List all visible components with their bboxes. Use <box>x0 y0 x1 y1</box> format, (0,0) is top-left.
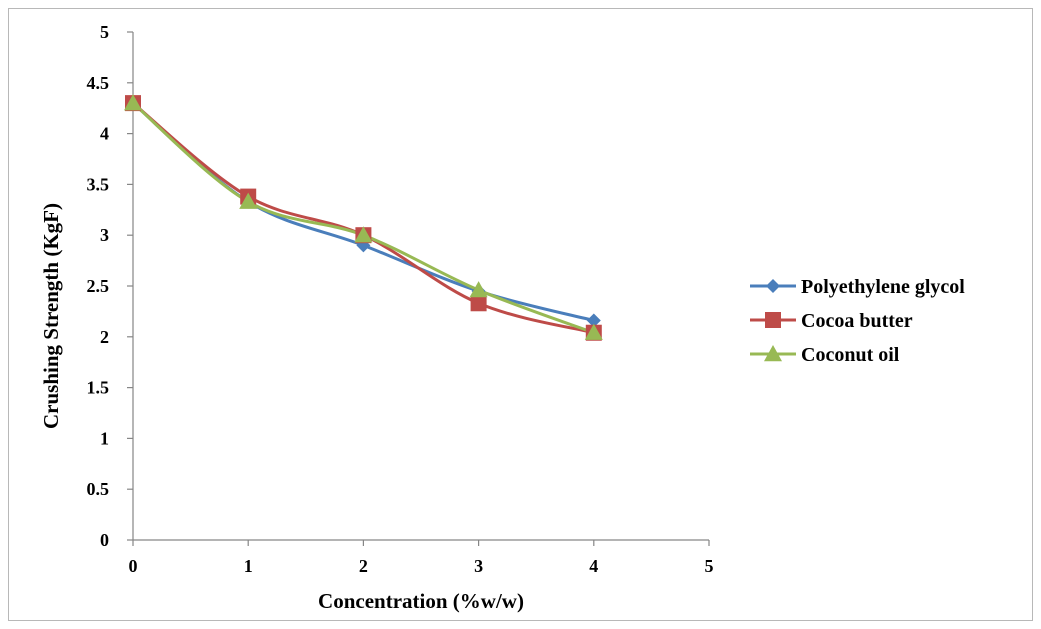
y-axis-title: Crushing Strength (KgF) <box>39 203 63 429</box>
series-markers <box>124 94 603 341</box>
legend-marker-cocoa-butter <box>765 312 781 328</box>
series-line-cocoa-butter <box>132 101 595 335</box>
data-point-coconut-oil <box>469 281 488 298</box>
data-point-coconut-oil <box>354 226 373 243</box>
y-tick-label: 4 <box>100 124 109 144</box>
x-tick-label: 2 <box>359 556 368 576</box>
data-point-cocoa-butter <box>470 295 487 312</box>
series-lines <box>132 101 595 335</box>
legend-label-polyethylene-glycol: Polyethylene glycol <box>801 276 965 298</box>
y-tick-label: 3.5 <box>87 174 110 194</box>
tick-labels: 0 0.5 1 1.5 2 2.5 3 3.5 4 4.5 5 0 1 2 3 4 5 <box>87 22 714 576</box>
legend-marker-polyethylene-glycol <box>766 279 780 293</box>
series-line-polyethylene-glycol <box>132 101 595 322</box>
axes <box>127 31 710 546</box>
data-point-coconut-oil <box>584 323 603 340</box>
y-tick-label: 0.5 <box>87 479 110 499</box>
chart-frame <box>8 8 1033 621</box>
x-tick-label: 4 <box>589 556 598 576</box>
legend-label-coconut-oil: Coconut oil <box>801 344 900 366</box>
y-tick-label: 2.5 <box>87 276 110 296</box>
y-tick-label: 3 <box>100 225 109 245</box>
series-line-coconut-oil <box>132 101 595 335</box>
data-point-polyethylene-glycol <box>586 313 601 328</box>
x-tick-label: 3 <box>474 556 483 576</box>
y-tick-label: 1 <box>100 428 109 448</box>
y-tick-label: 1.5 <box>87 378 110 398</box>
y-tick-label: 0 <box>100 530 109 550</box>
legend-marker-coconut-oil <box>764 345 782 362</box>
y-tick-label: 4.5 <box>87 73 110 93</box>
data-point-coconut-oil <box>239 192 258 209</box>
data-point-coconut-oil <box>124 94 142 111</box>
legend: Polyethylene glycol Cocoa butter Coconut o… <box>750 276 965 366</box>
y-tick-label: 2 <box>100 327 109 347</box>
x-tick-label: 1 <box>244 556 253 576</box>
y-tick-label: 5 <box>100 22 109 42</box>
x-tick-label: 5 <box>705 556 714 576</box>
x-tick-label: 0 <box>129 556 138 576</box>
legend-label-cocoa-butter: Cocoa butter <box>801 310 913 332</box>
x-axis-title: Concentration (%w/w) <box>318 589 524 613</box>
